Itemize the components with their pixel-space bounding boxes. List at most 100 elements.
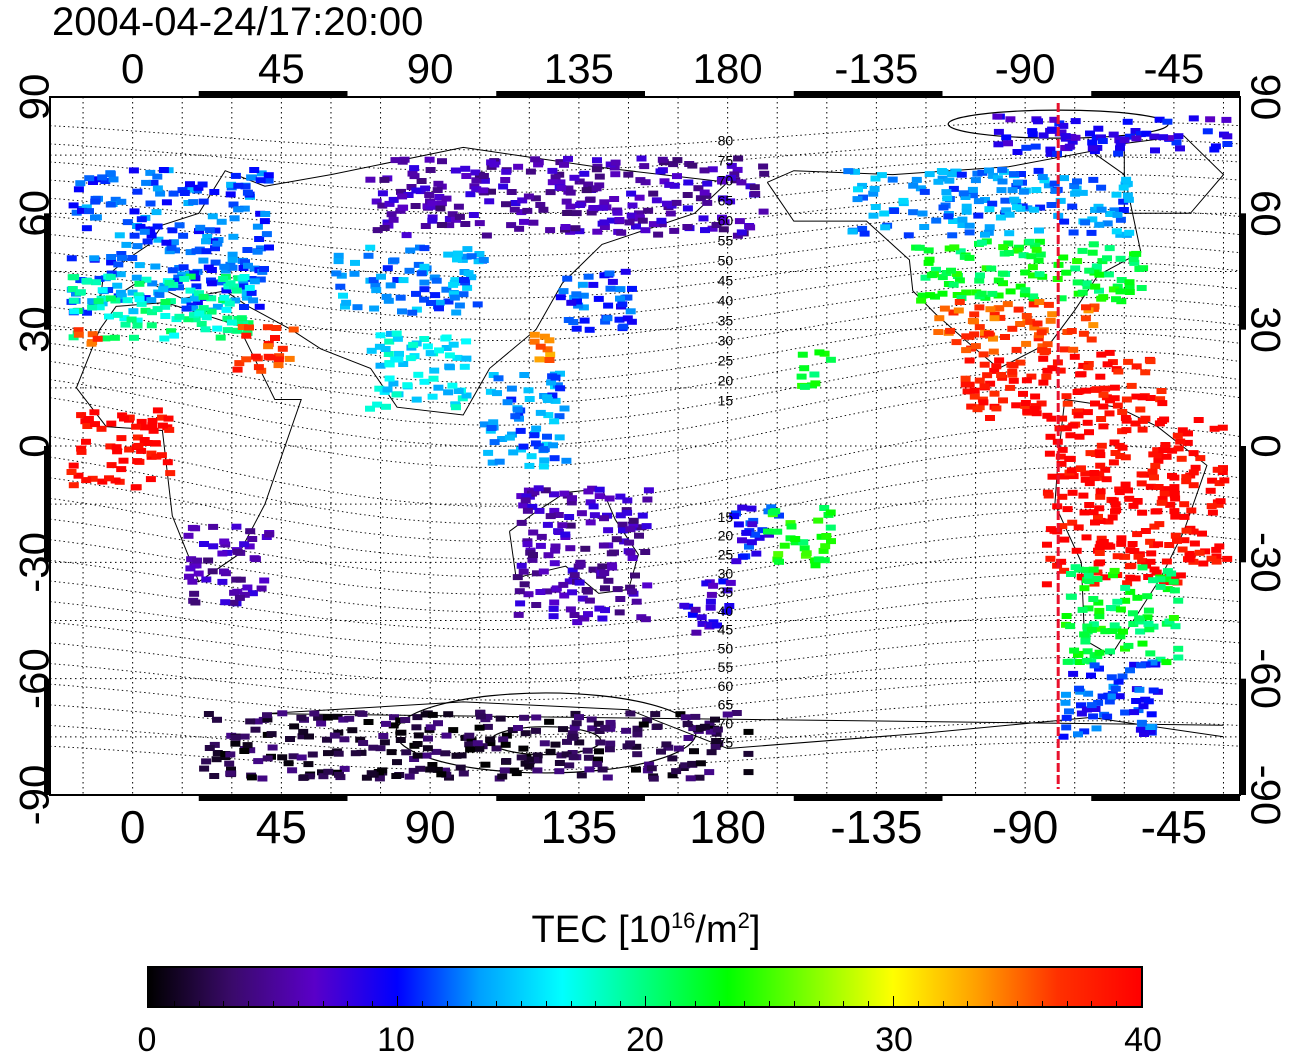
- tec-pixel: [73, 331, 84, 338]
- tec-pixel: [500, 741, 511, 748]
- tec-pixel: [151, 453, 162, 460]
- tec-pixel: [1109, 622, 1120, 629]
- tec-pixel: [944, 177, 955, 184]
- tec-pixel: [1159, 490, 1170, 497]
- tec-pixel: [239, 304, 249, 310]
- tec-pixel: [579, 317, 590, 324]
- tec-pixel: [1150, 147, 1160, 154]
- tec-pixel: [665, 210, 676, 217]
- magnetic-latitude-contour: [49, 279, 1241, 341]
- tec-pixel: [210, 259, 221, 266]
- tec-pixel: [668, 161, 679, 168]
- tec-pixel: [1093, 599, 1104, 606]
- tec-pixel: [706, 622, 716, 628]
- tec-pixel: [1113, 368, 1124, 375]
- tec-pixel: [68, 202, 79, 209]
- tec-pixel: [1170, 513, 1181, 520]
- tec-pixel: [313, 714, 324, 721]
- tec-pixel: [1158, 447, 1169, 453]
- tec-pixel: [798, 539, 809, 546]
- tec-pixel: [402, 382, 413, 389]
- tec-pixel: [1093, 560, 1104, 567]
- tec-pixel: [706, 749, 717, 756]
- tec-pixel: [1122, 580, 1133, 587]
- tec-pixel: [610, 159, 621, 166]
- tec-pixel: [146, 297, 157, 304]
- tec-pixel: [989, 311, 1000, 318]
- tec-pixel: [997, 178, 1008, 185]
- tec-pixel: [595, 739, 606, 746]
- tec-pixel: [988, 348, 999, 355]
- tec-pixel: [682, 205, 693, 212]
- tec-pixel: [474, 724, 485, 731]
- tec-pixel: [318, 773, 329, 780]
- tec-pixel: [437, 158, 447, 165]
- tec-pixel: [578, 304, 589, 311]
- tec-pixel: [995, 314, 1006, 321]
- tec-pixel: [1131, 250, 1142, 257]
- tec-pixel: [524, 462, 535, 469]
- tec-pixel: [1059, 346, 1070, 353]
- tec-pixel: [606, 217, 617, 224]
- tec-pixel: [450, 167, 461, 174]
- tec-pixel: [167, 267, 178, 274]
- tec-pixel: [632, 731, 643, 738]
- tec-pixel: [466, 274, 477, 281]
- tec-pixel: [212, 325, 223, 332]
- tec-pixel: [993, 292, 1004, 299]
- tec-pixel: [361, 774, 372, 781]
- tec-pixel: [259, 577, 270, 584]
- tec-pixel: [1011, 346, 1022, 353]
- tec-pixel: [992, 113, 1003, 120]
- tec-pixel: [1068, 346, 1079, 353]
- tec-pixel: [622, 497, 633, 504]
- tec-pixel: [799, 365, 810, 372]
- tec-pixel: [1095, 493, 1106, 500]
- tec-pixel: [1077, 189, 1088, 196]
- tec-pixel: [219, 568, 229, 575]
- tec-pixel: [1083, 364, 1094, 371]
- tec-pixel: [379, 225, 390, 231]
- tec-pixel: [530, 156, 541, 163]
- tec-pixel: [1145, 358, 1156, 365]
- tec-pixel: [562, 738, 572, 745]
- tec-pixel: [588, 281, 599, 288]
- tec-pixel: [640, 179, 651, 186]
- tec-pixel: [238, 283, 249, 290]
- tec-pixel: [1123, 487, 1133, 494]
- tec-pixel: [475, 713, 486, 720]
- tec-pixel: [1041, 373, 1052, 380]
- tec-pixel: [156, 452, 167, 459]
- tec-pixel: [1125, 588, 1136, 595]
- tec-pixel: [331, 270, 342, 277]
- tec-pixel: [550, 543, 561, 550]
- tec-pixel: [555, 385, 566, 392]
- tec-pixel: [743, 750, 754, 757]
- tec-pixel: [985, 306, 996, 313]
- tec-pixel: [707, 166, 718, 173]
- tec-pixel: [857, 225, 868, 232]
- tec-pixel: [575, 202, 586, 208]
- tec-pixel: [951, 339, 962, 346]
- tec-pixel: [636, 155, 647, 162]
- tec-pixel: [1085, 450, 1096, 457]
- tec-pixel: [669, 227, 680, 234]
- tec-pixel: [87, 331, 98, 338]
- tec-pixel: [662, 200, 672, 207]
- tec-pixel: [974, 324, 985, 331]
- magnetic-latitude-contour: [49, 678, 1241, 719]
- tec-pixel: [1094, 449, 1105, 456]
- tec-pixel: [389, 714, 399, 721]
- tec-pixel: [685, 775, 696, 782]
- tec-pixel: [427, 711, 438, 718]
- tec-pixel: [689, 748, 699, 755]
- tec-pixel: [347, 727, 358, 734]
- tec-pixel: [1153, 452, 1164, 459]
- tec-pixel: [1057, 415, 1068, 422]
- tec-pixel: [1120, 481, 1131, 488]
- tec-pixel: [1128, 621, 1139, 627]
- tec-pixel: [368, 744, 379, 751]
- tec-pixel: [656, 221, 667, 228]
- tec-pixel: [1086, 702, 1097, 709]
- tec-pixel: [238, 280, 249, 287]
